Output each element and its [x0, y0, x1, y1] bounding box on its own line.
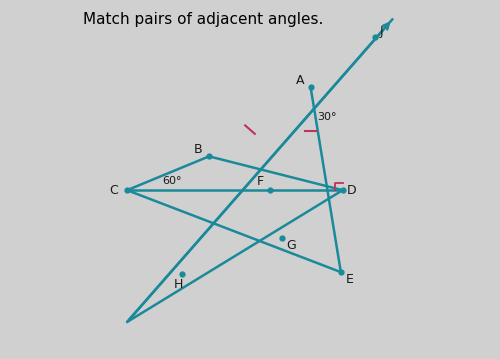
Text: G: G [286, 239, 296, 252]
Text: D: D [346, 184, 356, 197]
Text: 60°: 60° [162, 176, 182, 186]
Text: A: A [296, 74, 305, 87]
Text: J: J [380, 25, 383, 38]
Text: Match pairs of adjacent angles.: Match pairs of adjacent angles. [82, 12, 323, 27]
Text: 30°: 30° [318, 112, 337, 122]
Text: C: C [109, 184, 118, 197]
Text: H: H [174, 278, 184, 291]
Text: B: B [194, 144, 202, 157]
Text: F: F [257, 175, 264, 188]
Text: E: E [346, 273, 354, 286]
